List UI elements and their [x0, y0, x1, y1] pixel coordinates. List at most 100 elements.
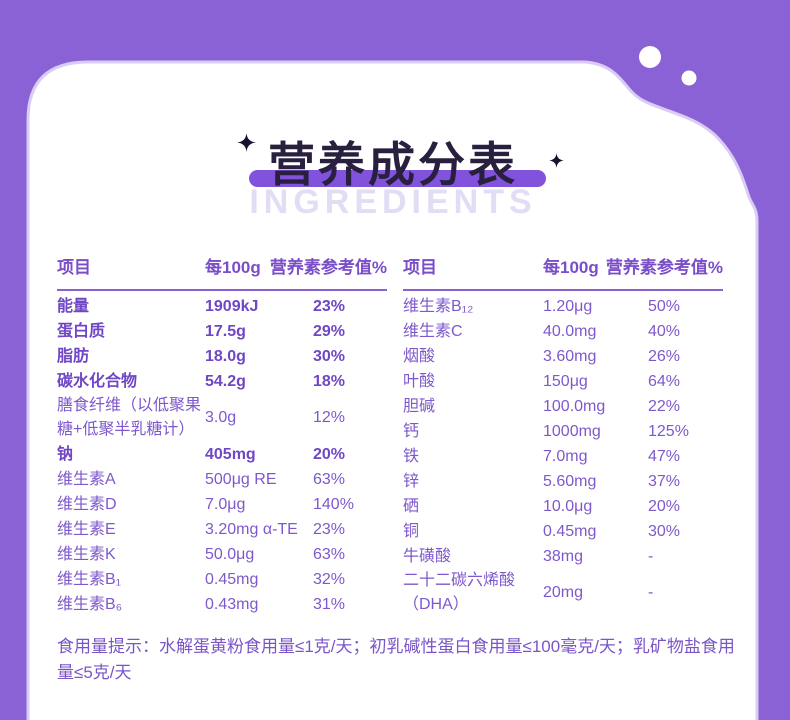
- item-value: 20mg: [543, 584, 584, 601]
- item-value: 1909kJ: [205, 297, 259, 315]
- item-nrv: 31%: [313, 595, 346, 613]
- table-row: 胆碱 100.0mg 22%: [403, 394, 723, 419]
- item-value: 3.20mg α-TE: [205, 520, 298, 538]
- item-value: 3.0g: [205, 409, 237, 426]
- table-row: 维生素A 500μg RE 63%: [57, 467, 387, 492]
- item-name: 铁: [403, 447, 420, 465]
- table-row: 维生素B₁₂ 1.20μg 50%: [403, 294, 723, 319]
- item-value: 405mg: [205, 445, 256, 463]
- item-value: 150μg: [543, 372, 588, 390]
- table-row: 烟酸 3.60mg 26%: [403, 344, 723, 369]
- table-row: 能量 1909kJ 23%: [57, 294, 387, 319]
- item-value: 7.0μg: [205, 495, 246, 513]
- item-value: 0.43mg: [205, 595, 259, 613]
- table-row: 铁 7.0mg 47%: [403, 444, 723, 469]
- item-nrv: 40%: [648, 322, 681, 340]
- nutrition-table-left: 项目 每100g 营养素参考值% 能量 1909kJ 23% 蛋白质 17.5g 29% 脂肪 18…: [57, 255, 387, 617]
- item-name: 二十二碳六烯酸（DHA）: [403, 572, 516, 613]
- table-row: 铜 0.45mg 30%: [403, 519, 723, 544]
- item-value: 38mg: [543, 547, 584, 565]
- table-row: 牛磺酸 38mg -: [403, 544, 723, 569]
- item-name: 维生素A: [57, 470, 116, 488]
- table-row: 维生素C 40.0mg 40%: [403, 319, 723, 344]
- item-name: 维生素E: [57, 520, 116, 538]
- consumption-note: 食用量提示：水解蛋黄粉食用量≤1克/天；初乳碱性蛋白食用量≤100毫克/天；乳矿…: [57, 637, 735, 682]
- item-nrv: 140%: [313, 495, 354, 513]
- item-nrv: 30%: [313, 347, 346, 365]
- item-value: 50.0μg: [205, 545, 255, 563]
- column-header-per100g: 每100g: [205, 258, 261, 277]
- sparkle-icon: [549, 153, 564, 168]
- item-value: 10.0μg: [543, 497, 593, 515]
- page-title: 营养成分表: [268, 138, 518, 191]
- column-header-per100g: 每100g: [543, 258, 599, 277]
- table-row: 维生素B₁ 0.45mg 32%: [57, 567, 387, 592]
- item-nrv: 63%: [313, 470, 346, 488]
- item-nrv: -: [648, 547, 654, 565]
- title-highlight-pill: [249, 170, 546, 187]
- item-nrv: 26%: [648, 347, 681, 365]
- column-header-nrv: 营养素参考值%: [269, 258, 387, 277]
- item-name: 硒: [403, 497, 420, 515]
- column-header-item: 项目: [57, 258, 91, 277]
- item-value: 1000mg: [543, 422, 601, 440]
- table-header-row: 项目 每100g 营养素参考值%: [57, 255, 387, 291]
- column-header-item: 项目: [403, 258, 437, 277]
- item-value: 0.45mg: [543, 522, 597, 540]
- item-nrv: 47%: [648, 447, 681, 465]
- item-nrv: 20%: [313, 445, 346, 463]
- table-row: 碳水化合物 54.2g 18%: [57, 369, 387, 394]
- item-nrv: 29%: [313, 322, 346, 340]
- item-value: 18.0g: [205, 347, 246, 365]
- item-name: 维生素D: [57, 495, 117, 513]
- item-nrv: 22%: [648, 397, 681, 415]
- table-row: 维生素E 3.20mg α-TE 23%: [57, 517, 387, 542]
- item-name: 牛磺酸: [403, 547, 452, 565]
- item-name: 膳食纤维（以低聚果糖+低聚半乳糖计）: [57, 397, 202, 438]
- item-nrv: 18%: [313, 372, 346, 390]
- item-name: 维生素C: [403, 322, 463, 340]
- ghost-subtitle: INGREDIENTS: [249, 183, 537, 221]
- nutrition-table-right: 项目 每100g 营养素参考值% 维生素B₁₂ 1.20μg 50% 维生素C 40.0mg 4…: [403, 255, 723, 617]
- sparkle-icon: [237, 133, 256, 152]
- deco-dot-large: [639, 46, 661, 68]
- item-nrv: 64%: [648, 372, 681, 390]
- item-nrv: 50%: [648, 297, 681, 315]
- item-nrv: 32%: [313, 570, 346, 588]
- item-nrv: 63%: [313, 545, 346, 563]
- table-row: 钙 1000mg 125%: [403, 419, 723, 444]
- table-row: 蛋白质 17.5g 29%: [57, 319, 387, 344]
- table-row: 钠 405mg 20%: [57, 442, 387, 467]
- table-row: 二十二碳六烯酸（DHA） 20mg -: [403, 569, 723, 617]
- item-nrv: 20%: [648, 497, 681, 515]
- item-value: 54.2g: [205, 372, 246, 390]
- item-value: 7.0mg: [543, 447, 588, 465]
- table-row: 叶酸 150μg 64%: [403, 369, 723, 394]
- item-value: 100.0mg: [543, 397, 606, 415]
- item-value: 3.60mg: [543, 347, 597, 365]
- table-row: 维生素D 7.0μg 140%: [57, 492, 387, 517]
- item-name: 能量: [57, 297, 90, 315]
- table-row: 膳食纤维（以低聚果糖+低聚半乳糖计） 3.0g 12%: [57, 394, 387, 442]
- table-row: 维生素K 50.0μg 63%: [57, 542, 387, 567]
- item-value: 500μg RE: [205, 470, 277, 488]
- item-value: 0.45mg: [205, 570, 259, 588]
- item-name: 钠: [57, 445, 74, 463]
- table-row: 脂肪 18.0g 30%: [57, 344, 387, 369]
- item-nrv: 30%: [648, 522, 681, 540]
- item-name: 维生素K: [57, 545, 116, 563]
- item-name: 胆碱: [403, 397, 436, 415]
- item-value: 5.60mg: [543, 472, 597, 490]
- item-nrv: 12%: [313, 409, 346, 426]
- item-name: 维生素B₁₂: [403, 297, 474, 315]
- item-name: 维生素B₆: [57, 595, 123, 613]
- column-header-nrv: 营养素参考值%: [605, 258, 723, 277]
- item-nrv: -: [648, 584, 654, 601]
- table-row: 维生素B₆ 0.43mg 31%: [57, 592, 387, 617]
- item-name: 脂肪: [57, 347, 90, 365]
- deco-dot-small: [681, 70, 697, 86]
- item-value: 1.20μg: [543, 297, 593, 315]
- item-nrv: 125%: [648, 422, 689, 440]
- item-name: 维生素B₁: [57, 570, 122, 588]
